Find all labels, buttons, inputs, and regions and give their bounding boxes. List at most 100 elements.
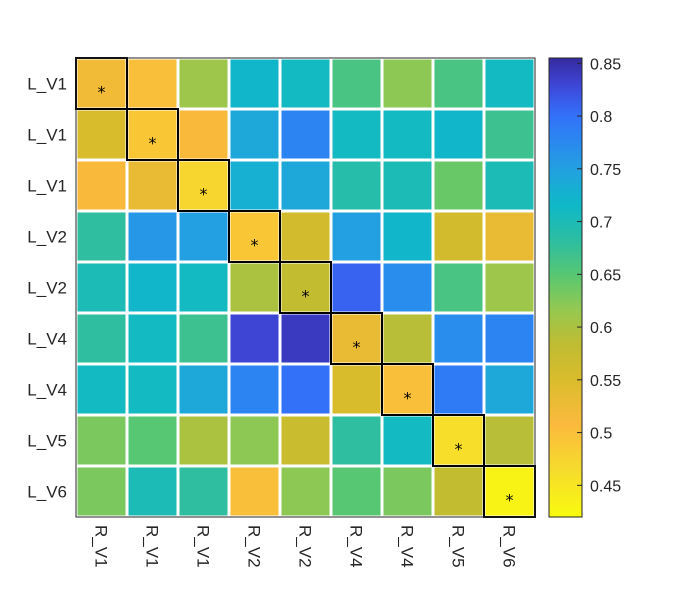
- heatmap-cell-r6-c9: [485, 314, 534, 363]
- heatmap-cells: [77, 59, 534, 516]
- heatmap-cell-r6-c7: [383, 314, 432, 363]
- significance-marker-2: *: [149, 134, 157, 153]
- heatmap-cell-r6-c1: [77, 314, 126, 363]
- significance-marker-1: *: [98, 83, 106, 102]
- row-label-5: L_V2: [27, 279, 67, 298]
- heatmap-cell-r9-c1: [77, 467, 126, 516]
- heatmap-cell-r9-c3: [179, 467, 228, 516]
- heatmap-cell-r3-c2: [128, 161, 177, 210]
- heatmap-cell-r3-c5: [281, 161, 330, 210]
- significance-marker-8: *: [455, 440, 463, 459]
- heatmap-cell-r2-c7: [383, 110, 432, 159]
- heatmap-cell-r9-c7: [383, 467, 432, 516]
- heatmap-cell-r3-c3: [179, 161, 228, 210]
- colorbar-tick-label-7: 0.75: [590, 162, 621, 179]
- heatmap-cell-r4-c9: [485, 212, 534, 261]
- colorbar-tick-label-9: 0.85: [590, 56, 621, 73]
- heatmap-cell-r7-c6: [332, 365, 381, 414]
- heatmap-cell-r8-c3: [179, 416, 228, 465]
- heatmap-cell-r5-c3: [179, 263, 228, 312]
- column-label-6: R_V4: [347, 525, 366, 568]
- heatmap-cell-r4-c3: [179, 212, 228, 261]
- heatmap-cell-r4-c6: [332, 212, 381, 261]
- row-label-3: L_V1: [27, 177, 67, 196]
- column-label-2: R_V1: [143, 525, 162, 568]
- colorbar-tick-label-2: 0.5: [590, 426, 612, 443]
- heatmap-cell-r3-c7: [383, 161, 432, 210]
- heatmap-cell-r7-c4: [230, 365, 279, 414]
- diagonal-highlights: * * * * * * * * *: [75, 57, 536, 518]
- heatmap-cell-r7-c1: [77, 365, 126, 414]
- column-labels: R_V1 R_V1 R_V1 R_V2 R_V2 R_V4 R_V4 R_V5 R_V6: [92, 525, 519, 568]
- significance-marker-9: *: [506, 491, 514, 510]
- heatmap-cell-r2-c3: [179, 110, 228, 159]
- heatmap-cell-r7-c8: [434, 365, 483, 414]
- colorbar-tick-label-3: 0.55: [590, 373, 621, 390]
- row-label-2: L_V1: [27, 126, 67, 145]
- heatmap-cell-r1-c6: [332, 59, 381, 108]
- colorbar-tick-label-8: 0.8: [590, 109, 612, 126]
- heatmap-cell-r2-c2: [128, 110, 177, 159]
- row-label-9: L_V6: [27, 483, 67, 502]
- heatmap-cell-r8-c7: [383, 416, 432, 465]
- heatmap-cell-r1-c4: [230, 59, 279, 108]
- column-label-5: R_V2: [296, 525, 315, 568]
- heatmap-cell-r3-c4: [230, 161, 279, 210]
- heatmap-cell-r1-c9: [485, 59, 534, 108]
- heatmap-cell-r5-c2: [128, 263, 177, 312]
- significance-marker-7: *: [404, 389, 412, 408]
- heatmap-cell-r5-c4: [230, 263, 279, 312]
- row-label-6: L_V4: [27, 330, 67, 349]
- heatmap-cell-r2-c8: [434, 110, 483, 159]
- heatmap-cell-r4-c1: [77, 212, 126, 261]
- diagonal-highlight-box-8: [432, 414, 485, 467]
- heatmap-cell-r9-c8: [434, 467, 483, 516]
- colorbar-tick-label-5: 0.65: [590, 267, 621, 284]
- heatmap-cell-r8-c4: [230, 416, 279, 465]
- heatmap-cell-r4-c8: [434, 212, 483, 261]
- significance-marker-6: *: [353, 338, 361, 357]
- heatmap-cell-r7-c9: [485, 365, 534, 414]
- heatmap-cell-r4-c2: [128, 212, 177, 261]
- colorbar-tick-label-1: 0.45: [590, 478, 621, 495]
- row-label-7: L_V4: [27, 381, 67, 400]
- diagonal-highlight-box-5: [279, 261, 332, 314]
- row-label-4: L_V2: [27, 228, 67, 247]
- heatmap-cell-r3-c8: [434, 161, 483, 210]
- colorbar-tick-label-6: 0.7: [590, 215, 612, 232]
- heatmap-cell-r1-c3: [179, 59, 228, 108]
- heatmap-cell-r8-c8: [434, 416, 483, 465]
- column-label-9: R_V6: [500, 525, 519, 568]
- heatmap-cell-r2-c5: [281, 110, 330, 159]
- heatmap-cell-r4-c5: [281, 212, 330, 261]
- diagonal-highlight-box-4: [228, 210, 281, 263]
- plot-border: [75, 57, 536, 518]
- heatmap-cell-r8-c6: [332, 416, 381, 465]
- heatmap-cell-r8-c9: [485, 416, 534, 465]
- heatmap-cell-r4-c4: [230, 212, 279, 261]
- heatmap-cell-r1-c1: [77, 59, 126, 108]
- diagonal-highlight-box-3: [177, 159, 230, 212]
- heatmap-cell-r7-c2: [128, 365, 177, 414]
- row-labels: L_V1 L_V1 L_V1 L_V2 L_V2 L_V4 L_V4 L_V5 L_V6: [27, 75, 67, 502]
- heatmap-cell-r5-c6: [332, 263, 381, 312]
- heatmap-cell-r1-c7: [383, 59, 432, 108]
- heatmap-cell-r5-c5: [281, 263, 330, 312]
- heatmap-cell-r4-c7: [383, 212, 432, 261]
- colorbar: [548, 57, 583, 518]
- heatmap-cell-r1-c8: [434, 59, 483, 108]
- heatmap-cell-r2-c1: [77, 110, 126, 159]
- heatmap-cell-r2-c9: [485, 110, 534, 159]
- heatmap-cell-r3-c1: [77, 161, 126, 210]
- heatmap-cell-r6-c5: [281, 314, 330, 363]
- heatmap-cell-r6-c4: [230, 314, 279, 363]
- heatmap-cell-r6-c8: [434, 314, 483, 363]
- heatmap-cell-r6-c6: [332, 314, 381, 363]
- significance-marker-3: *: [200, 185, 208, 204]
- heatmap-cell-r3-c6: [332, 161, 381, 210]
- column-label-8: R_V5: [449, 525, 468, 568]
- colorbar-ticks: 0.45 0.5 0.55 0.6 0.65 0.7 0.75 0.8 0.85: [577, 56, 621, 495]
- heatmap-cell-r9-c2: [128, 467, 177, 516]
- heatmap-cell-r5-c8: [434, 263, 483, 312]
